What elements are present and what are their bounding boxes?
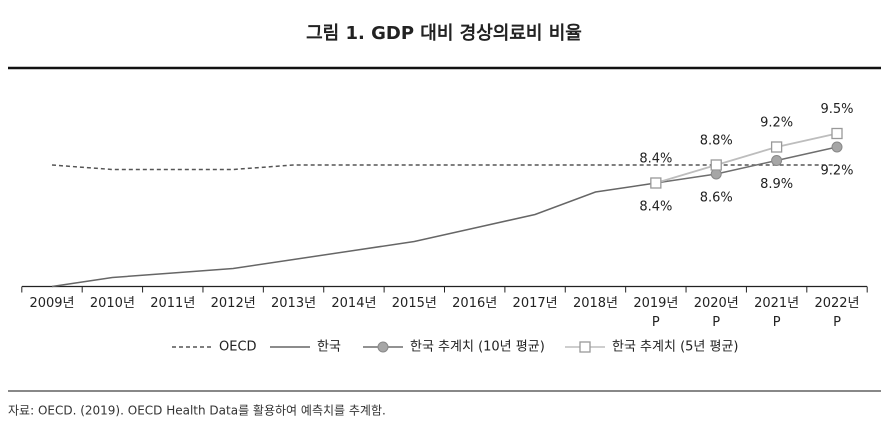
legend-marker — [579, 341, 591, 353]
data-label: 8.6% — [700, 191, 733, 206]
marker — [710, 159, 722, 171]
x-tick-label: 2020년 — [694, 296, 739, 311]
x-tick-sublabel: P — [712, 315, 720, 330]
marker — [650, 177, 662, 189]
x-tick-label: 2011년 — [150, 296, 195, 311]
series-line — [655, 146, 838, 184]
marker — [831, 127, 843, 140]
x-tick-label: 2009년 — [29, 296, 74, 311]
legend-marker — [377, 341, 389, 353]
legend-label: 한국 — [317, 340, 341, 355]
x-tick-label: 2019년 — [633, 296, 678, 311]
legend-label: 한국 추계치 (10년 평균) — [410, 340, 545, 355]
x-tick-label: 2010년 — [90, 296, 135, 311]
x-tick-label: 2017년 — [513, 296, 558, 311]
data-label: 9.2% — [760, 116, 793, 131]
data-label: 9.2% — [820, 164, 853, 179]
series-line — [51, 164, 837, 171]
marker — [771, 155, 783, 166]
data-label: 8.4% — [639, 200, 672, 215]
data-label: 8.9% — [760, 177, 793, 192]
x-tick-label: 2013년 — [271, 296, 316, 311]
data-label: 8.4% — [639, 152, 672, 167]
x-tick-sublabel: P — [773, 315, 781, 330]
x-tick-label: 2022년 — [814, 296, 859, 311]
x-tick-sublabel: P — [833, 315, 841, 330]
x-tick-label: 2016년 — [452, 296, 497, 311]
series-line — [51, 182, 656, 288]
legend-label: OECD — [219, 340, 257, 355]
x-tick-sublabel: P — [652, 315, 660, 330]
series-line — [655, 132, 838, 184]
x-tick-label: 2018년 — [573, 296, 618, 311]
legend-label: 한국 추계치 (5년 평균) — [612, 340, 739, 355]
data-label: 9.5% — [820, 102, 853, 117]
x-tick-label: 2021년 — [754, 296, 799, 311]
x-tick-label: 2015년 — [392, 296, 437, 311]
source-note: 자료: OECD. (2019). OECD Health Data를 활용하여… — [8, 404, 386, 418]
data-label: 8.8% — [700, 134, 733, 149]
marker — [770, 141, 783, 153]
marker — [831, 141, 843, 153]
chart-title: 그림 1. GDP 대비 경상의료비 비율 — [306, 23, 582, 44]
x-tick-label: 2012년 — [211, 296, 256, 311]
x-tick-label: 2014년 — [331, 296, 376, 311]
